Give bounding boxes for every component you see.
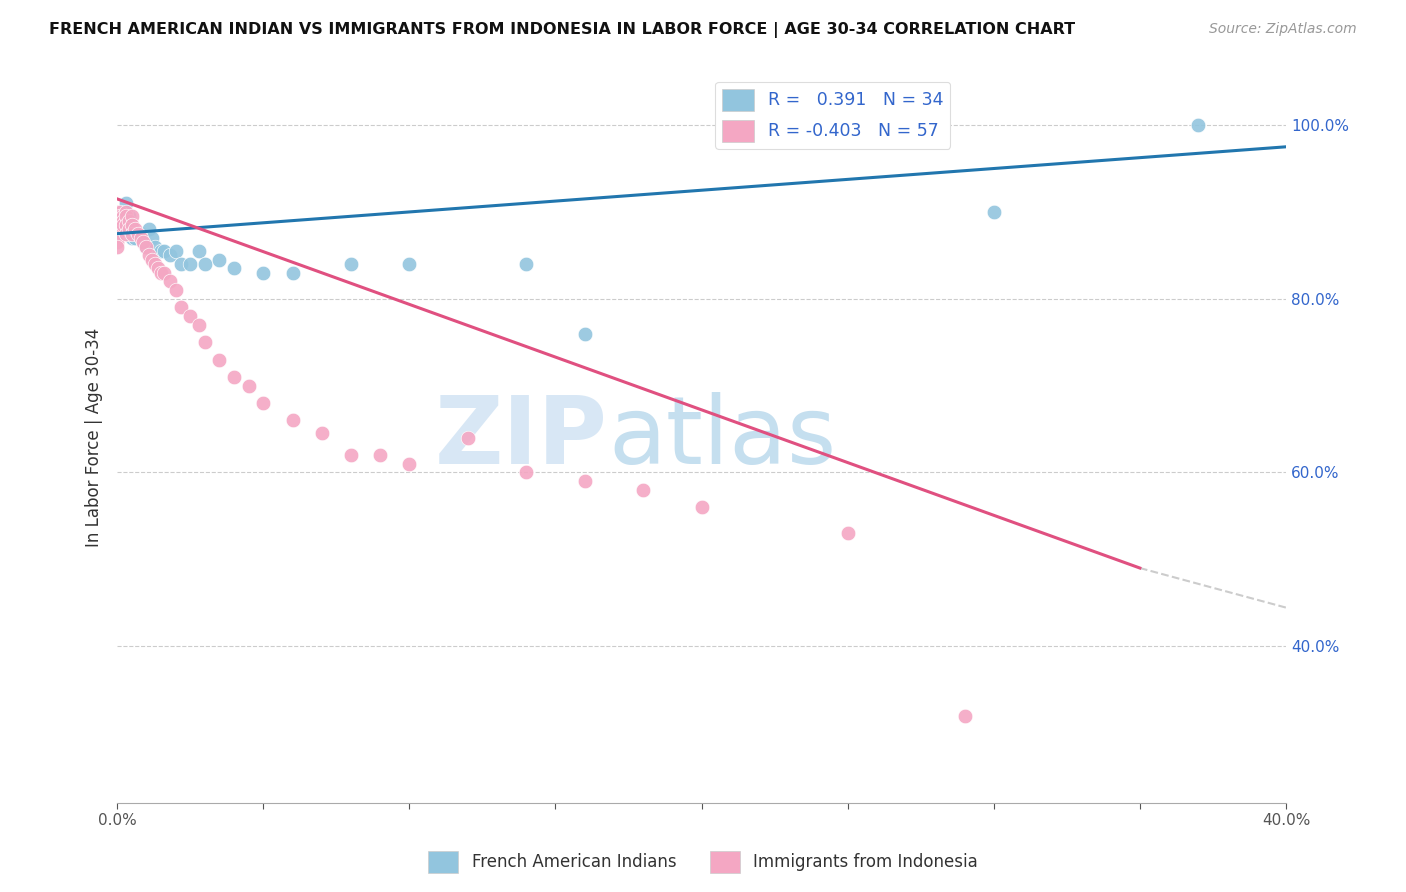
Point bbox=[179, 309, 201, 323]
Point bbox=[115, 227, 138, 241]
Point bbox=[121, 227, 143, 241]
Point bbox=[574, 326, 596, 341]
Point bbox=[105, 213, 128, 227]
Y-axis label: In Labor Force | Age 30-34: In Labor Force | Age 30-34 bbox=[86, 328, 103, 548]
Point bbox=[132, 235, 155, 250]
Point bbox=[281, 413, 304, 427]
Point bbox=[153, 244, 176, 258]
Point bbox=[159, 248, 181, 262]
Point bbox=[165, 244, 187, 258]
Point bbox=[105, 218, 128, 232]
Point bbox=[515, 257, 537, 271]
Point bbox=[208, 252, 231, 267]
Point bbox=[238, 378, 260, 392]
Point bbox=[141, 231, 163, 245]
Point bbox=[108, 205, 131, 219]
Legend: French American Indians, Immigrants from Indonesia: French American Indians, Immigrants from… bbox=[422, 845, 984, 880]
Point bbox=[121, 218, 143, 232]
Point bbox=[105, 222, 128, 236]
Point bbox=[138, 248, 160, 262]
Point bbox=[252, 266, 274, 280]
Point bbox=[170, 301, 193, 315]
Point bbox=[105, 231, 128, 245]
Point bbox=[368, 448, 391, 462]
Point bbox=[105, 205, 128, 219]
Point bbox=[222, 261, 245, 276]
Point bbox=[281, 266, 304, 280]
Point bbox=[121, 222, 143, 236]
Point bbox=[690, 500, 713, 515]
Point bbox=[141, 252, 163, 267]
Point bbox=[118, 209, 141, 223]
Point bbox=[170, 257, 193, 271]
Point bbox=[121, 209, 143, 223]
Point bbox=[105, 227, 128, 241]
Point bbox=[194, 335, 217, 350]
Point bbox=[112, 209, 135, 223]
Point bbox=[143, 240, 166, 254]
Point bbox=[112, 209, 135, 223]
Point bbox=[115, 222, 138, 236]
Point bbox=[143, 257, 166, 271]
Point bbox=[837, 526, 859, 541]
Point bbox=[108, 209, 131, 223]
Point bbox=[105, 209, 128, 223]
Point bbox=[194, 257, 217, 271]
Point bbox=[188, 318, 211, 332]
Point bbox=[124, 222, 146, 236]
Point bbox=[340, 448, 363, 462]
Point bbox=[953, 708, 976, 723]
Point bbox=[574, 474, 596, 488]
Point bbox=[112, 218, 135, 232]
Point bbox=[188, 244, 211, 258]
Point bbox=[112, 213, 135, 227]
Point bbox=[135, 240, 157, 254]
Point bbox=[105, 235, 128, 250]
Point bbox=[105, 240, 128, 254]
Point bbox=[311, 426, 333, 441]
Point bbox=[132, 235, 155, 250]
Point bbox=[121, 231, 143, 245]
Point bbox=[208, 352, 231, 367]
Point bbox=[135, 240, 157, 254]
Point bbox=[222, 370, 245, 384]
Text: atlas: atlas bbox=[607, 392, 837, 483]
Point bbox=[115, 196, 138, 211]
Point bbox=[159, 274, 181, 288]
Point bbox=[127, 227, 149, 241]
Point bbox=[118, 222, 141, 236]
Text: FRENCH AMERICAN INDIAN VS IMMIGRANTS FROM INDONESIA IN LABOR FORCE | AGE 30-34 C: FRENCH AMERICAN INDIAN VS IMMIGRANTS FRO… bbox=[49, 22, 1076, 38]
Point bbox=[150, 244, 173, 258]
Point bbox=[340, 257, 363, 271]
Point bbox=[153, 266, 176, 280]
Point bbox=[150, 266, 173, 280]
Point bbox=[1187, 118, 1209, 132]
Point bbox=[129, 231, 152, 245]
Point bbox=[115, 209, 138, 223]
Point bbox=[129, 227, 152, 241]
Text: ZIP: ZIP bbox=[436, 392, 607, 483]
Text: Source: ZipAtlas.com: Source: ZipAtlas.com bbox=[1209, 22, 1357, 37]
Point bbox=[115, 218, 138, 232]
Point bbox=[165, 283, 187, 297]
Point bbox=[105, 227, 128, 241]
Point bbox=[108, 205, 131, 219]
Point bbox=[179, 257, 201, 271]
Point bbox=[115, 205, 138, 219]
Point bbox=[118, 213, 141, 227]
Point bbox=[146, 261, 169, 276]
Point bbox=[138, 222, 160, 236]
Point bbox=[457, 431, 479, 445]
Point bbox=[515, 466, 537, 480]
Point bbox=[398, 257, 420, 271]
Point bbox=[252, 396, 274, 410]
Point bbox=[631, 483, 654, 497]
Point bbox=[398, 457, 420, 471]
Point bbox=[108, 218, 131, 232]
Point bbox=[983, 205, 1005, 219]
Point bbox=[127, 227, 149, 241]
Legend: R =   0.391   N = 34, R = -0.403   N = 57: R = 0.391 N = 34, R = -0.403 N = 57 bbox=[716, 82, 950, 149]
Point bbox=[124, 231, 146, 245]
